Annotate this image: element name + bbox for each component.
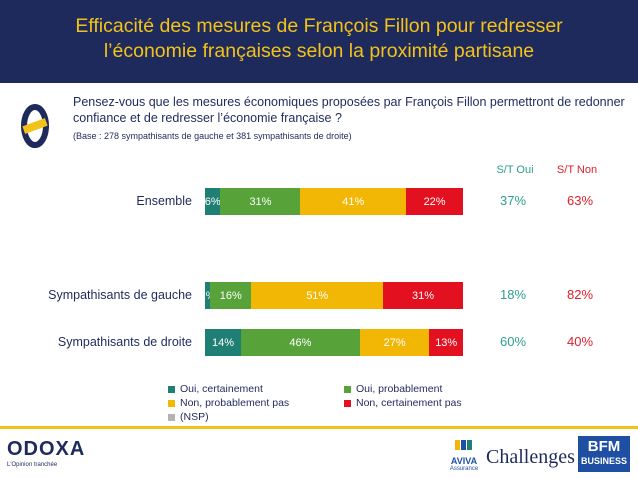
- data-label: 51%: [306, 289, 329, 302]
- bar-segment: 16%: [210, 282, 252, 309]
- legend-item: Non, probablement pas: [168, 397, 289, 409]
- column-header-st-oui: S/T Oui: [496, 164, 534, 176]
- legend-item: Oui, probablement: [344, 383, 442, 395]
- st-non-value: 40%: [566, 334, 594, 349]
- data-label: 31%: [249, 195, 272, 208]
- legend-item: Non, certainement pas: [344, 397, 462, 409]
- odoxa-mark-icon: [21, 104, 49, 148]
- bfm-wordmark: BFM: [587, 438, 621, 455]
- legend-label: Non, certainement pas: [356, 397, 462, 409]
- legend-item: (NSP): [168, 411, 209, 423]
- stacked-bar: 14% 46% 27% 13%: [205, 329, 463, 356]
- aviva-wordmark: AVIVA: [450, 456, 478, 466]
- page-title: Efficacité des mesures de François Fillo…: [75, 15, 563, 62]
- legend-label: Oui, probablement: [356, 383, 443, 395]
- aviva-subtitle: Assurance: [449, 466, 479, 472]
- legend-swatch: [168, 399, 175, 407]
- challenges-logo: Challenges: [486, 446, 575, 468]
- bar-segment: 13%: [429, 329, 463, 356]
- category-label: Ensemble: [136, 194, 192, 208]
- st-oui-value: 18%: [499, 287, 527, 302]
- data-label: 14%: [212, 336, 235, 349]
- bar-segment: 51%: [251, 282, 383, 309]
- legend-label: Oui, certainement: [180, 383, 263, 395]
- bfm-business-logo: BFM BUSINESS: [578, 436, 630, 472]
- st-oui-value: 37%: [499, 193, 527, 208]
- survey-base: (Base : 278 sympathisants de gauche et 3…: [73, 131, 352, 141]
- legend-label: (NSP): [180, 411, 209, 423]
- data-label: 6%: [204, 195, 221, 208]
- data-label: 46%: [289, 336, 312, 349]
- header-banner: Efficacité des mesures de François Fillo…: [0, 0, 638, 83]
- odoxa-logo: ODOXA L'Opinion tranchée: [7, 438, 86, 468]
- data-label: 41%: [342, 195, 365, 208]
- bar-segment: 41%: [300, 188, 407, 215]
- stacked-bar: 6% 31% 41% 22%: [205, 188, 463, 215]
- legend-label: Non, probablement pas: [180, 397, 290, 409]
- st-non-value: 82%: [566, 287, 594, 302]
- bfm-business-wordmark: BUSINESS: [580, 456, 627, 466]
- stacked-bar: 2% 16% 51% 31%: [200, 282, 463, 309]
- odoxa-tagline: L'Opinion tranchée: [7, 462, 58, 468]
- data-label: 13%: [435, 336, 458, 349]
- survey-question: Pensez-vous que les mesures économiques …: [73, 95, 625, 125]
- bar-segment: 46%: [241, 329, 360, 356]
- category-label: Sympathisants de gauche: [48, 288, 192, 302]
- data-label: 31%: [411, 289, 434, 302]
- bar-segment: 31%: [220, 188, 301, 215]
- category-label: Sympathisants de droite: [57, 335, 192, 349]
- bar-segment: 27%: [359, 329, 430, 356]
- data-label: 22%: [423, 195, 446, 208]
- legend-swatch: [344, 399, 351, 407]
- st-non-value: 63%: [566, 193, 594, 208]
- column-header-st-non: S/T Non: [556, 164, 598, 176]
- footer-divider: [0, 426, 638, 429]
- bar-segment: 31%: [383, 282, 463, 309]
- data-label: 16%: [219, 289, 242, 302]
- bar-segment: 6%: [204, 188, 221, 215]
- legend-item: Oui, certainement: [168, 383, 263, 395]
- legend-swatch: [168, 413, 175, 421]
- aviva-bird-icon: [455, 440, 472, 450]
- legend-swatch: [344, 385, 351, 393]
- aviva-logo: AVIVA Assurance: [445, 438, 483, 472]
- odoxa-wordmark: ODOXA: [7, 438, 86, 460]
- bar-segment: 22%: [406, 188, 463, 215]
- st-oui-value: 60%: [499, 334, 527, 349]
- bar-segment: 14%: [205, 329, 242, 356]
- data-label: 27%: [383, 336, 406, 349]
- legend-swatch: [168, 385, 175, 393]
